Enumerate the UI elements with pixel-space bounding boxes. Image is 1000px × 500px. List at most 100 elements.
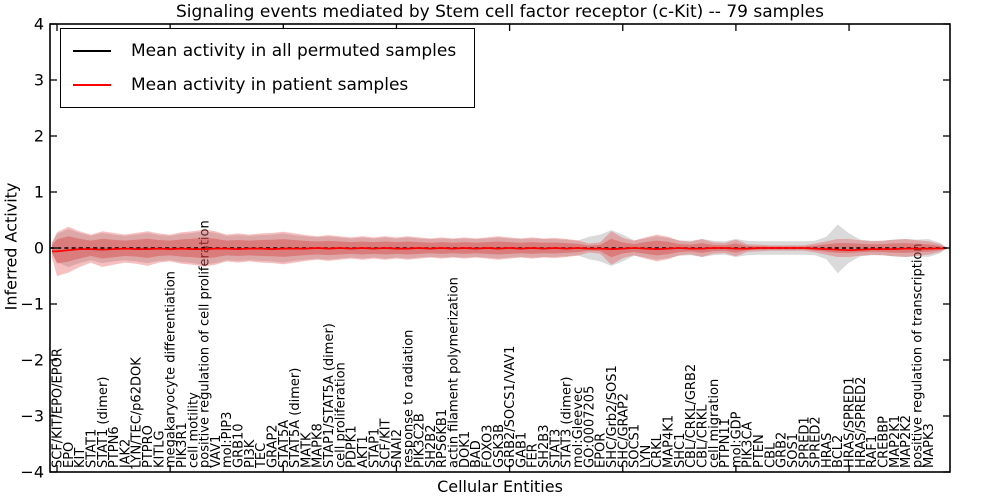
y-tick-label: −4 bbox=[20, 463, 44, 482]
x-tick-label: FER bbox=[526, 443, 541, 468]
legend-label-permuted: Mean activity in all permuted samples bbox=[131, 41, 457, 61]
legend: Mean activity in all permuted samples Me… bbox=[60, 28, 476, 108]
x-tick-label: STAP1 bbox=[367, 428, 382, 468]
x-tick-label: VAV1 bbox=[209, 435, 224, 468]
x-tick-label: DOK1 bbox=[458, 431, 473, 468]
x-tick-label: STAT3 bbox=[548, 429, 563, 468]
legend-entry-permuted: Mean activity in all permuted samples bbox=[73, 38, 456, 64]
x-tick-label: PI3K bbox=[243, 439, 258, 468]
x-tick-label: GRB10 bbox=[232, 423, 247, 468]
x-tick-label: mol:Gleevec bbox=[571, 387, 586, 468]
x-tick-label: RPS6KB1 bbox=[435, 409, 450, 468]
x-tick-label: cell migration bbox=[707, 379, 722, 468]
x-tick-label: megakaryocyte differentiation bbox=[164, 271, 179, 468]
x-tick-label: HRAS bbox=[820, 433, 835, 468]
x-tick-label: mol:PIP3 bbox=[220, 412, 235, 468]
x-tick-label: HRAS/SPRED2 bbox=[854, 377, 869, 468]
x-tick-label: CBL/CRKL bbox=[695, 404, 710, 468]
y-tick-label: 0 bbox=[34, 239, 44, 258]
x-tick-label: CBL bbox=[763, 442, 778, 468]
x-tick-label: GRAP2 bbox=[265, 424, 280, 468]
x-tick-label: SH2B2 bbox=[424, 425, 439, 469]
x-tick-label: STAT5A bbox=[277, 420, 292, 468]
x-tick-label: GAB1 bbox=[514, 432, 529, 468]
x-tick-label: CBL/CRKL/GRB2 bbox=[684, 364, 699, 468]
x-tick-label: PIK3R1 bbox=[175, 422, 190, 468]
x-tick-label: KITLG bbox=[152, 430, 167, 468]
x-tick-label: PTPRO bbox=[141, 425, 156, 468]
x-tick-label: MAP4K1 bbox=[662, 415, 677, 468]
y-tick-label: −2 bbox=[20, 351, 44, 370]
y-tick-label: 1 bbox=[34, 183, 44, 202]
x-tick-label: positive regulation of cell proliferatio… bbox=[198, 220, 213, 468]
y-tick-label: 4 bbox=[34, 15, 44, 34]
x-tick-label: SOS1 bbox=[786, 433, 801, 468]
x-tick-label: FOXO3 bbox=[480, 425, 495, 468]
x-tick-label: cell motility bbox=[186, 392, 201, 468]
x-tick-label: GRB2/SOCS1/VAV1 bbox=[503, 346, 518, 468]
x-axis-title: Cellular Entities bbox=[437, 477, 563, 496]
x-tick-label: PTPN11 bbox=[718, 418, 733, 468]
x-tick-label: actin filament polymerization bbox=[447, 277, 462, 468]
x-tick-label: mol:GDP bbox=[729, 411, 744, 468]
x-tick-label: STAT3 (dimer) bbox=[560, 377, 575, 468]
x-tick-label: BAD bbox=[469, 440, 484, 468]
x-tick-label: SPRED1 bbox=[797, 416, 812, 468]
x-tick-label: KIT bbox=[73, 448, 88, 468]
chart-title: Signaling events mediated by Stem cell f… bbox=[175, 2, 825, 22]
x-tick-label: GSK3B bbox=[492, 424, 507, 468]
x-tick-label: LYN bbox=[639, 445, 654, 468]
y-tick-label: 3 bbox=[34, 71, 44, 90]
x-tick-label: STAT1 bbox=[84, 429, 99, 468]
legend-entry-patient: Mean activity in patient samples bbox=[73, 72, 456, 98]
x-tick-label: HRAS/SPRED1 bbox=[843, 377, 858, 468]
x-tick-label: MAPK3 bbox=[922, 423, 937, 468]
x-tick-label: PDPK1 bbox=[345, 426, 360, 469]
x-tick-label: SPRED2 bbox=[809, 416, 824, 468]
x-tick-label: STAP1/STAT5A (dimer) bbox=[322, 323, 337, 468]
x-tick-label: SCF/KIT bbox=[379, 418, 394, 468]
x-tick-label: CRKL bbox=[650, 433, 665, 468]
legend-line-permuted-icon bbox=[73, 50, 111, 52]
x-tick-label: PIK3C2B bbox=[413, 413, 428, 468]
x-tick-label: BCL2 bbox=[831, 435, 846, 468]
y-tick-labels: 4 3 2 1 0 −1 −2 −3 −4 bbox=[20, 15, 44, 482]
x-tick-label: PTEN bbox=[752, 434, 767, 468]
x-tick-label: MATK bbox=[299, 432, 314, 468]
x-tick-label: LYN/TEC/p62DOK bbox=[130, 357, 145, 468]
x-tick-label: SHC/GRAP2 bbox=[616, 393, 631, 468]
patient-mean-line bbox=[52, 247, 947, 253]
x-tick-label: GRB2 bbox=[775, 432, 790, 468]
x-tick-label: PTPN6 bbox=[107, 426, 122, 468]
x-tick-label: STAT5A (dimer) bbox=[288, 368, 303, 468]
x-tick-label: TEC bbox=[254, 443, 269, 469]
y-tick-label: −1 bbox=[20, 295, 44, 314]
x-tick-label: response to radiation bbox=[401, 330, 416, 468]
x-tick-label: SOCS1 bbox=[628, 424, 643, 468]
legend-line-patient-icon bbox=[73, 84, 111, 86]
x-tick-label: MAPK8 bbox=[311, 423, 326, 468]
legend-label-patient: Mean activity in patient samples bbox=[131, 75, 409, 95]
x-tick-label: EPO bbox=[62, 442, 77, 468]
x-tick-label: SNAI2 bbox=[390, 429, 405, 468]
x-tick-label: SHC/Grb2/SOS1 bbox=[605, 365, 620, 468]
y-tick-label: 2 bbox=[34, 127, 44, 146]
x-tick-label: EPOR bbox=[594, 433, 609, 468]
x-tick-label: MAP2K2 bbox=[899, 415, 914, 468]
x-tick-label: JAK2 bbox=[118, 439, 133, 469]
x-tick-label: STAT1 (dimer) bbox=[96, 377, 111, 468]
band-patient-outer bbox=[52, 226, 946, 276]
x-tick-label: SHC1 bbox=[673, 433, 688, 468]
x-tick-label: CREBBP bbox=[876, 416, 891, 468]
x-tick-label: AKT1 bbox=[356, 435, 371, 468]
x-tick-label: RAF1 bbox=[865, 435, 880, 468]
band-patient-inner bbox=[52, 236, 946, 264]
x-tick-label: SH2B3 bbox=[537, 425, 552, 469]
x-tick-label: positive regulation of transcription bbox=[910, 243, 925, 468]
x-tick-label: PIK3CA bbox=[741, 421, 756, 468]
x-tick-label: cell proliferation bbox=[333, 362, 348, 468]
x-tick-label: MAP2K1 bbox=[888, 415, 903, 468]
